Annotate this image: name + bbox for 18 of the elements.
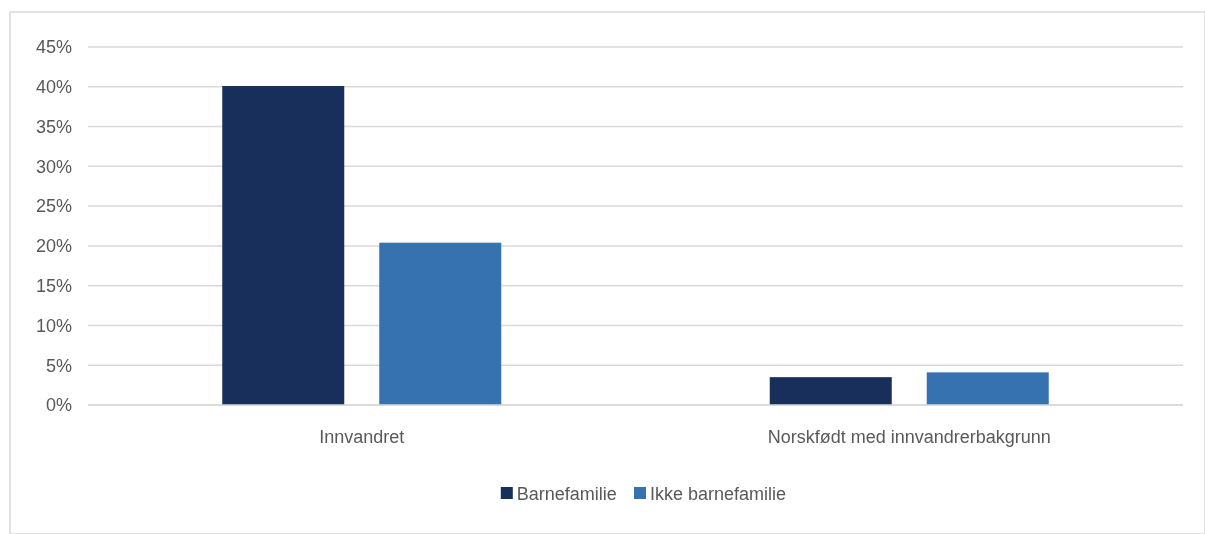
y-tick-label: 40% — [35, 77, 72, 98]
y-tick-label: 45% — [35, 37, 72, 58]
bar — [222, 85, 345, 405]
y-tick-label: 10% — [35, 315, 72, 336]
y-tick-label: 5% — [45, 355, 72, 376]
y-tick-label: 35% — [35, 116, 72, 137]
y-tick-label: 15% — [35, 275, 72, 296]
y-tick-label: 0% — [45, 395, 72, 416]
legend-label: Barnefamilie — [516, 484, 617, 505]
y-tick-label: 25% — [35, 196, 72, 217]
legend-label: Ikke barnefamilie — [650, 484, 787, 505]
x-tick-label: Innvandret — [319, 427, 405, 447]
bar — [379, 242, 502, 405]
bar — [769, 377, 892, 405]
y-tick-label: 30% — [35, 156, 72, 177]
x-tick-label: Norskfødt med innvandrerbakgrunn — [767, 427, 1051, 447]
bar — [926, 372, 1049, 405]
y-tick-label: 20% — [35, 236, 72, 257]
